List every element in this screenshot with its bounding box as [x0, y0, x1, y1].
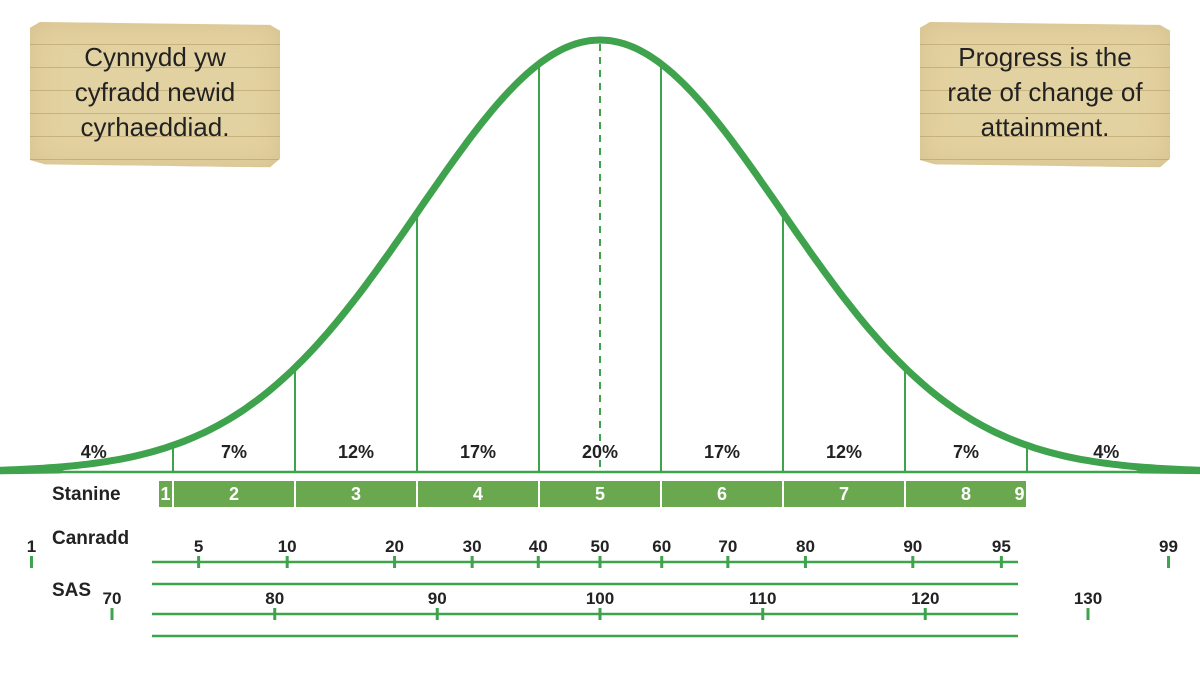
chart-svg: 4% 7% 12% 17% 20% 17% 12% 7% 4% 1 2 3 4 5 6 7 8 9 1 5 10 20 30…: [0, 0, 1200, 675]
percent-label: 12%: [338, 442, 374, 462]
sas-tick-label: 130: [1074, 589, 1102, 608]
canradd-tick-label: 90: [903, 537, 922, 556]
canradd-tick-label: 50: [591, 537, 610, 556]
canradd-tick-label: 10: [278, 537, 297, 556]
percent-label: 7%: [953, 442, 979, 462]
canradd-tick-label: 60: [652, 537, 671, 556]
percent-label: 20%: [582, 442, 618, 462]
sas-tick-label: 110: [749, 589, 776, 608]
canradd-tick-label: 99: [1159, 537, 1178, 556]
sas-tick-label: 100: [586, 589, 614, 608]
canradd-tick-label: 30: [463, 537, 482, 556]
sas-tick-label: 90: [428, 589, 447, 608]
percent-label: 12%: [826, 442, 862, 462]
canradd-tick-label: 1: [27, 537, 36, 556]
stanine-number: 3: [351, 484, 361, 504]
percent-label: 4%: [81, 442, 107, 462]
percent-label: 17%: [704, 442, 740, 462]
stanine-number: 6: [717, 484, 727, 504]
canradd-tick-label: 80: [796, 537, 815, 556]
stanine-number: 1: [160, 484, 170, 504]
stanine-number: 9: [1014, 484, 1024, 504]
canradd-tick-label: 70: [718, 537, 737, 556]
stanine-number: 5: [595, 484, 605, 504]
stanine-number: 8: [961, 484, 971, 504]
stanine-number: 7: [839, 484, 849, 504]
canradd-tick-label: 40: [529, 537, 548, 556]
stage: { "notes": { "left": {"line1":"Cynnydd y…: [0, 0, 1200, 675]
percent-label: 4%: [1093, 442, 1119, 462]
sas-tick-label: 120: [911, 589, 939, 608]
sas-tick-label: 80: [265, 589, 284, 608]
sas-tick-label: 70: [103, 589, 122, 608]
canradd-tick-label: 95: [992, 537, 1011, 556]
canradd-tick-label: 5: [194, 537, 203, 556]
percent-label: 7%: [221, 442, 247, 462]
percent-label: 17%: [460, 442, 496, 462]
stanine-number: 2: [229, 484, 239, 504]
canradd-tick-label: 20: [385, 537, 404, 556]
stanine-number: 4: [473, 484, 483, 504]
